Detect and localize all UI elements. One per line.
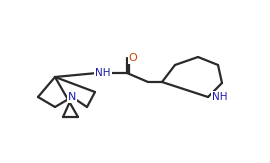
Text: NH: NH xyxy=(212,92,228,102)
Text: O: O xyxy=(129,53,137,63)
Text: N: N xyxy=(68,92,76,102)
Text: NH: NH xyxy=(95,68,111,78)
